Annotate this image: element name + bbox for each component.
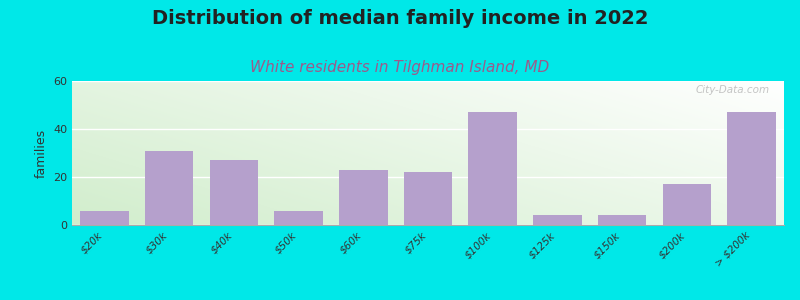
Bar — [533, 215, 582, 225]
Bar — [727, 112, 776, 225]
Bar — [145, 151, 194, 225]
Bar — [339, 170, 387, 225]
Bar — [210, 160, 258, 225]
Text: Distribution of median family income in 2022: Distribution of median family income in … — [152, 9, 648, 28]
Bar — [80, 211, 129, 225]
Y-axis label: families: families — [34, 128, 47, 178]
Bar — [662, 184, 711, 225]
Bar — [274, 211, 323, 225]
Text: City-Data.com: City-Data.com — [696, 85, 770, 95]
Text: White residents in Tilghman Island, MD: White residents in Tilghman Island, MD — [250, 60, 550, 75]
Bar — [469, 112, 517, 225]
Bar — [598, 215, 646, 225]
Bar — [404, 172, 452, 225]
